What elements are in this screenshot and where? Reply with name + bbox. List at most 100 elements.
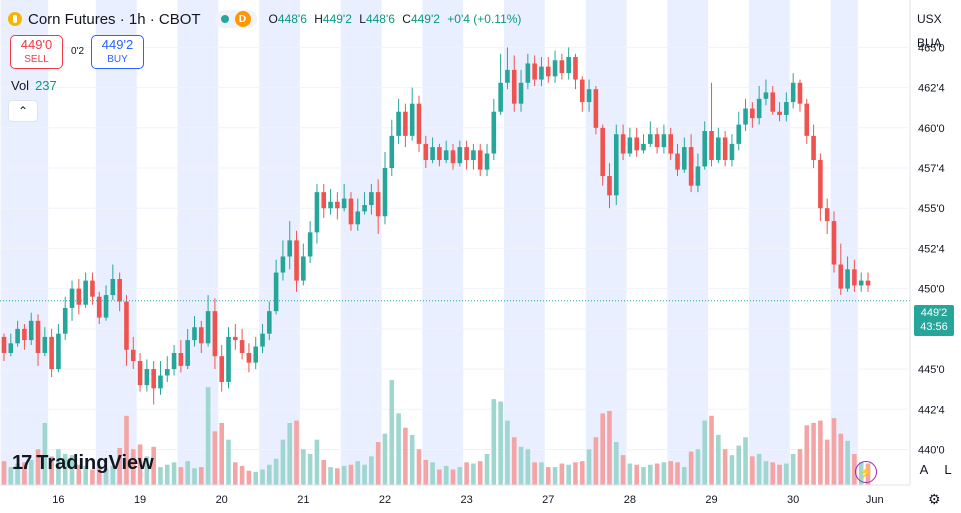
- candle-body: [130, 349, 136, 362]
- symbol-title[interactable]: Corn Futures · 1h · CBOT: [28, 10, 201, 28]
- sell-price: 449'0: [20, 37, 53, 52]
- candle-body: [443, 150, 449, 160]
- volume-bar: [307, 453, 313, 485]
- candle-body: [267, 311, 272, 334]
- volume-bar: [137, 444, 143, 485]
- session-band: [585, 0, 627, 485]
- market-status[interactable]: D: [214, 10, 257, 28]
- candle-body: [457, 147, 463, 164]
- volume-bar: [62, 453, 68, 485]
- candle-body: [226, 336, 231, 382]
- candle-body: [824, 208, 830, 222]
- candle-body: [804, 103, 810, 136]
- candle-body: [369, 192, 374, 206]
- candle-body: [716, 137, 721, 160]
- candle-body: [233, 336, 238, 341]
- log-scale-button[interactable]: L: [944, 462, 952, 477]
- volume-bar: [103, 468, 109, 485]
- candle-body: [811, 135, 816, 160]
- candle-body: [42, 336, 48, 353]
- ohlc-high: 449'2: [322, 12, 352, 26]
- ohlc-open: 448'6: [277, 12, 307, 26]
- buy-button[interactable]: 449'2 BUY: [91, 35, 144, 69]
- volume-label: Vol: [11, 78, 30, 93]
- candle-body: [607, 176, 612, 196]
- tradingview-logo-icon: 17: [12, 452, 32, 474]
- price-tick-label: 457'4: [918, 163, 945, 175]
- settings-gear-icon[interactable]: ⚙: [928, 491, 941, 507]
- candle-body: [103, 295, 109, 318]
- candle-body: [90, 280, 95, 297]
- volume-bar: [22, 462, 27, 485]
- session-band: [748, 0, 790, 485]
- candle-body: [294, 240, 299, 281]
- volume-bar: [443, 465, 449, 485]
- tradingview-logo[interactable]: 17 TradingView: [12, 452, 154, 475]
- time-tick-label: 27: [542, 494, 554, 506]
- volume-bar: [620, 455, 626, 485]
- candle-body: [246, 352, 252, 363]
- volume-bar: [396, 413, 401, 485]
- auto-scale-button[interactable]: A: [919, 462, 929, 477]
- candle-body: [573, 57, 578, 80]
- session-bands: [0, 0, 858, 485]
- volume-bar: [675, 462, 680, 485]
- volume-bar: [273, 458, 279, 485]
- price-axis[interactable]: 440'0442'4445'0447'4450'0452'4455'0457'4…: [918, 42, 945, 456]
- volume-bar: [280, 439, 286, 485]
- candle-body: [314, 192, 320, 233]
- session-band: [422, 0, 464, 485]
- candle-body: [505, 69, 510, 83]
- currency-button[interactable]: USX: [917, 12, 942, 26]
- candle-body: [675, 153, 680, 170]
- volume-legend[interactable]: Vol 237: [11, 78, 57, 93]
- candle-body: [35, 320, 41, 353]
- volume-bar: [491, 399, 497, 485]
- volume-bar: [784, 463, 789, 485]
- volume-bar: [838, 433, 844, 485]
- volume-bar: [471, 463, 476, 485]
- volume-bar: [450, 469, 456, 485]
- volume-bar: [76, 464, 82, 485]
- time-axis[interactable]: 16 19 20 21 22 23 27 28 29 30 Jun: [52, 494, 883, 506]
- candle-body: [797, 82, 803, 104]
- candle-body: [389, 135, 395, 169]
- lightning-icon[interactable]: ⚡: [855, 461, 877, 483]
- unit-button[interactable]: BUA: [917, 36, 942, 50]
- volume-bar: [845, 440, 850, 485]
- candle-body: [736, 124, 742, 144]
- ohlc-high-label: H: [314, 12, 323, 26]
- candle-body: [416, 103, 422, 144]
- volume-bar: [477, 461, 483, 485]
- price-tick-label: 442'4: [918, 404, 945, 416]
- volume-bar: [750, 456, 755, 485]
- volume-bar: [545, 467, 551, 485]
- candle-body: [559, 60, 565, 74]
- volume-bar: [743, 437, 748, 485]
- chart-header: Corn Futures · 1h · CBOT D O448'6 H449'2…: [8, 8, 525, 30]
- time-tick-label: 30: [787, 494, 799, 506]
- sell-button[interactable]: 449'0 SELL: [10, 35, 63, 69]
- volume-bar: [566, 464, 571, 485]
- volume-bar: [804, 425, 810, 485]
- candle-body: [273, 272, 279, 312]
- volume-bar: [641, 467, 646, 485]
- volume-bar: [505, 420, 510, 485]
- price-tick-label: 465'0: [918, 42, 945, 54]
- candle-body: [695, 166, 701, 186]
- candle-body: [164, 369, 170, 376]
- candle-body: [341, 198, 347, 209]
- time-tick-label: Jun: [866, 494, 884, 506]
- candle-body: [396, 111, 401, 136]
- candle-body: [185, 340, 190, 366]
- candle-body: [477, 150, 483, 170]
- collapse-legend-button[interactable]: ⌃: [8, 100, 38, 122]
- candle-body: [552, 60, 558, 77]
- candle-body: [28, 320, 34, 341]
- volume-bar: [362, 464, 367, 485]
- session-band: [177, 0, 219, 485]
- volume-bar: [647, 464, 653, 485]
- candle-body: [362, 205, 367, 212]
- volume-bar: [423, 459, 429, 485]
